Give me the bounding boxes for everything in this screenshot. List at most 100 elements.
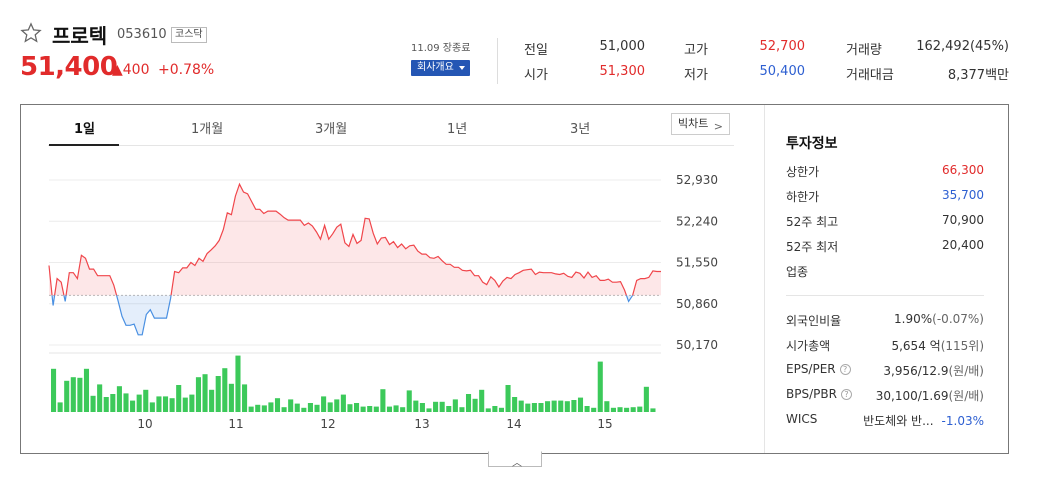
company-overview-button[interactable]: 회사개요 (411, 60, 470, 76)
volume-bar (307, 403, 313, 412)
invest-sub: (원/배) (948, 389, 985, 403)
quote-value-low: 50,400 (759, 64, 806, 79)
volume-bar (195, 377, 201, 412)
volume-bar (57, 402, 63, 412)
invest-row-lower-limit: 하한가 35,700 (786, 188, 984, 206)
volume-bar (571, 400, 577, 412)
help-icon[interactable]: ? (840, 389, 852, 400)
tab-1month[interactable]: 1개월 (191, 122, 224, 137)
market-close-note: 11.09 장종료 (411, 43, 471, 54)
header-divider (497, 38, 498, 84)
invest-row-wics: WICS 반도체와 반... -1.03% (786, 412, 984, 430)
volume-bar (591, 407, 597, 412)
volume-bar (485, 408, 491, 412)
invest-info-title: 투자정보 (786, 136, 838, 152)
volume-bar (426, 408, 432, 412)
x-tick-label: 10 (137, 417, 152, 431)
volume-bar (162, 396, 169, 412)
volume-bar (393, 405, 399, 412)
volume-bar (116, 386, 122, 412)
volume-bar (327, 402, 333, 412)
volume-bar (610, 407, 616, 412)
quote-value-open: 51,300 (599, 64, 646, 79)
volume-bar (558, 400, 564, 412)
tabs-divider (48, 145, 734, 146)
volume-bar (604, 401, 610, 412)
invest-value: 5,654 억 (891, 339, 941, 353)
x-tick-label: 14 (506, 417, 521, 431)
current-price: 51,400 (20, 52, 118, 82)
volume-bar (347, 404, 353, 412)
volume-bar (360, 406, 366, 412)
volume-bar (130, 400, 136, 412)
invest-value: 70,900 (942, 213, 984, 227)
big-chart-label: 빅차트 (678, 117, 709, 130)
invest-sub: (원/배) (948, 364, 985, 378)
volume-bar (202, 374, 208, 412)
invest-label: 시가총액 (786, 339, 831, 353)
invest-row-industry: 업종 (786, 263, 984, 281)
volume-bar (77, 377, 83, 412)
volume-bar (123, 393, 129, 412)
invest-value: 30,100/1.69 (875, 389, 949, 403)
big-chart-button[interactable]: 빅차트 > (671, 113, 730, 135)
volume-bar (64, 380, 70, 412)
quote-label-high: 고가 (684, 43, 708, 58)
invest-label: BPS/PBR (786, 387, 837, 401)
volume-bar (643, 386, 649, 412)
volume-bar (531, 403, 537, 412)
help-icon[interactable]: ? (839, 364, 851, 375)
volume-bar (406, 390, 412, 412)
volume-bar (465, 394, 472, 412)
volume-bar (498, 407, 504, 412)
collapse-toggle[interactable]: ︿ (488, 451, 542, 469)
invest-row-eps-per: EPS/PER? 3,956/12.9(원/배) (786, 362, 984, 380)
volume-bar (419, 403, 425, 412)
invest-label: 52주 최저 (786, 240, 839, 254)
quote-value-volume: 162,492(45%) (916, 39, 1009, 54)
volume-bar (70, 377, 76, 412)
chevron-up-icon: ︿ (512, 458, 522, 469)
volume-bar (650, 408, 656, 412)
market-badge: 코스닥 (171, 27, 207, 43)
volume-bar (617, 407, 623, 412)
volume-bar (294, 403, 300, 412)
volume-bar (110, 394, 116, 412)
invest-sub: -1.03% (941, 414, 984, 428)
quote-label-trade-value: 거래대금 (846, 68, 894, 83)
volume-bar (136, 394, 142, 412)
active-tab-underline (49, 144, 119, 146)
tab-1day[interactable]: 1일 (74, 122, 96, 137)
invest-value[interactable]: 반도체와 반... (863, 414, 934, 428)
tab-3months[interactable]: 3개월 (315, 122, 348, 137)
volume-bar (400, 407, 406, 412)
invest-row-foreign-ratio: 외국인비율 1.90%(-0.07%) (786, 312, 984, 330)
volume-bar (354, 403, 360, 412)
y-tick-label: 51,550 (676, 256, 718, 270)
volume-bar (334, 399, 340, 412)
volume-bar (215, 376, 221, 412)
volume-bar (228, 383, 234, 412)
volume-bar (373, 406, 379, 412)
favorite-star-icon[interactable] (20, 22, 42, 44)
volume-bar (439, 401, 445, 412)
volume-bar (235, 355, 241, 412)
tab-1year[interactable]: 1년 (447, 122, 468, 137)
volume-bar (90, 395, 96, 412)
y-tick-label: 52,930 (676, 173, 718, 187)
volume-bar (459, 407, 465, 412)
y-tick-label: 50,860 (676, 297, 718, 311)
price-line-down (51, 295, 634, 336)
volume-bar (413, 400, 419, 412)
volume-bar (538, 403, 544, 412)
tab-3years[interactable]: 3년 (570, 122, 591, 137)
chart-panel: 1일 1개월 3개월 1년 3년 빅차트 > 52,930 52,240 51,55… (20, 104, 1009, 454)
volume-bar (564, 401, 570, 412)
invest-value: 35,700 (942, 188, 984, 202)
y-tick-label: 50,170 (676, 338, 718, 352)
volume-bar (51, 368, 57, 412)
volume-bar (261, 405, 267, 412)
volume-bar (189, 394, 195, 412)
invest-label: 52주 최고 (786, 215, 839, 229)
volume-bar (380, 389, 386, 412)
